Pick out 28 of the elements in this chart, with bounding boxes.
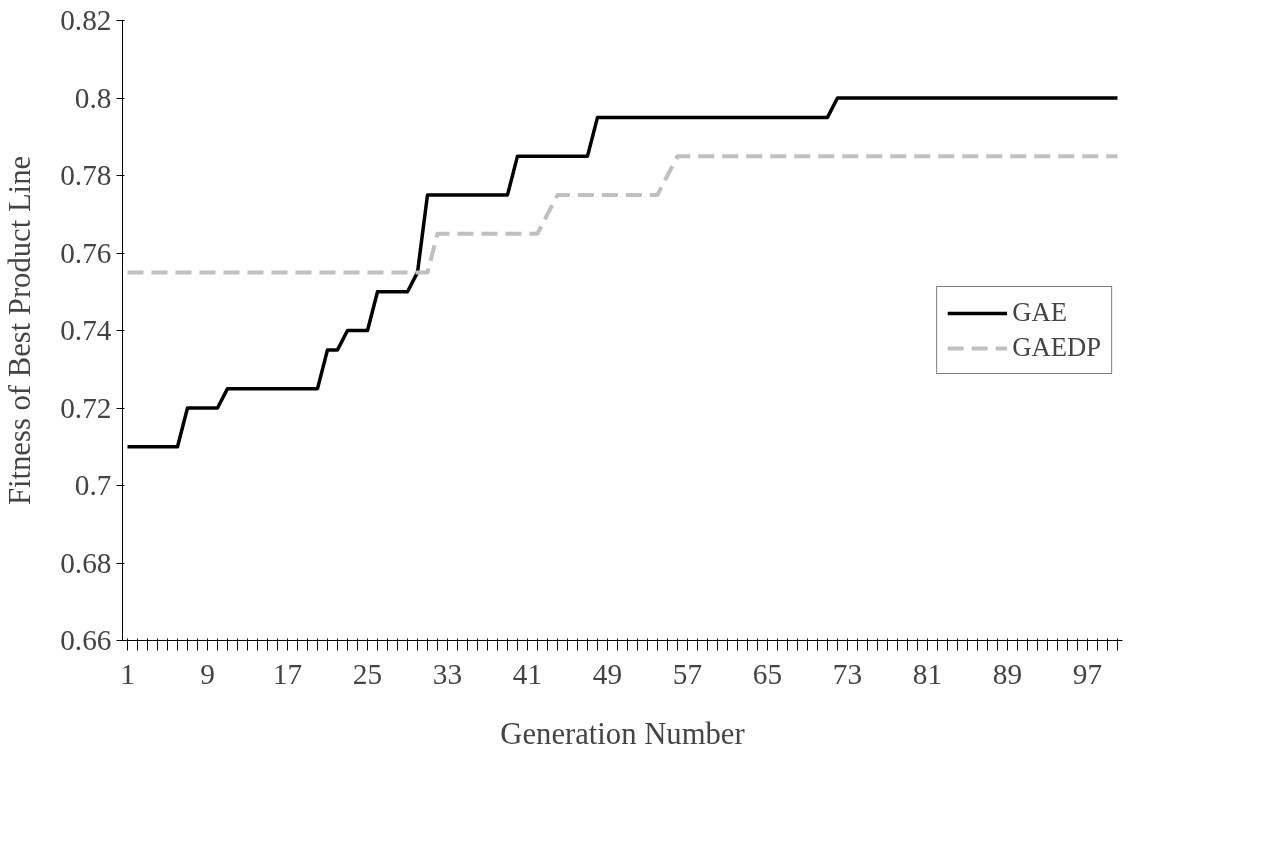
x-tick-label: 41: [512, 657, 543, 690]
y-tick-label: 0.66: [60, 624, 112, 656]
x-tick-label: 33: [432, 657, 463, 690]
y-tick-label: 0.8: [74, 81, 112, 114]
x-tick-label: 57: [672, 657, 703, 690]
x-tick-label: 1: [120, 657, 135, 690]
y-tick-label: 0.7: [74, 469, 112, 501]
y-tick-label: 0.76: [60, 236, 112, 269]
x-tick-label: 25: [352, 657, 383, 690]
legend-label: GAE: [1012, 297, 1067, 328]
y-tick-label: 0.78: [60, 159, 112, 191]
x-tick-label: 73: [832, 657, 863, 690]
line-series: [125, 154, 1120, 275]
x-tick-label: 9: [200, 657, 215, 690]
x-tick-label: 49: [592, 657, 623, 690]
line-series: [125, 96, 1120, 449]
y-axis-title: Fitness of Best Product Line: [3, 155, 38, 506]
legend-label: GAEDP: [1012, 332, 1101, 363]
x-axis-title: Generation Number: [500, 716, 745, 751]
y-tick-label: 0.68: [60, 546, 112, 579]
x-tick-label: 65: [752, 657, 783, 690]
y-tick-label: 0.74: [60, 314, 112, 346]
x-tick-label: 17: [272, 657, 303, 690]
x-tick-label: 97: [1072, 657, 1103, 690]
y-tick-label: 0.82: [60, 4, 112, 36]
x-tick-label: 89: [992, 657, 1023, 690]
y-tick-label: 0.72: [60, 391, 112, 424]
x-tick-label: 81: [912, 657, 943, 690]
